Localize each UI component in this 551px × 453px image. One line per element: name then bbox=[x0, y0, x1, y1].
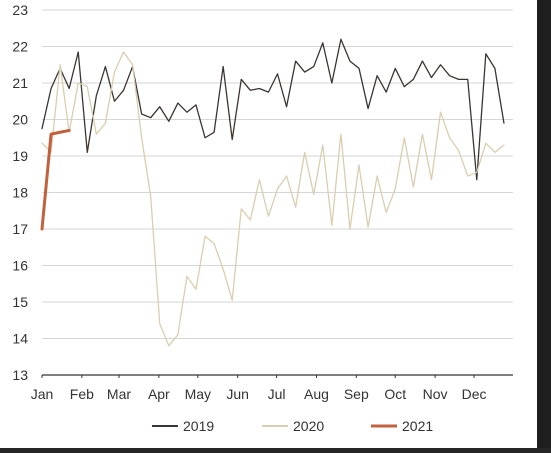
series-2021 bbox=[40, 128, 71, 231]
legend-item-2020: 2020 bbox=[262, 418, 324, 434]
x-tick-label-mar: Mar bbox=[107, 386, 131, 402]
series-line-2019 bbox=[41, 38, 505, 181]
x-tick-label-may: May bbox=[185, 386, 211, 402]
series-line-2021 bbox=[40, 128, 71, 231]
legend-label: 2019 bbox=[183, 418, 214, 434]
y-tick-label: 19 bbox=[12, 148, 28, 164]
x-tick-label-aug: Aug bbox=[304, 386, 329, 402]
x-axis-labels: Jan Feb Mar Apr May Jun Jul Aug Sep Oct Nov Dec bbox=[31, 375, 487, 402]
y-tick-label: 14 bbox=[12, 331, 28, 347]
y-tick-label: 16 bbox=[12, 258, 28, 274]
legend-label: 2020 bbox=[293, 418, 324, 434]
x-tick-label-apr: Apr bbox=[148, 386, 170, 402]
y-tick-label: 23 bbox=[12, 2, 28, 18]
legend-item-2019: 2019 bbox=[152, 418, 214, 434]
y-tick-label: 22 bbox=[12, 39, 28, 55]
x-tick-label-sep: Sep bbox=[344, 386, 369, 402]
x-tick-label-dec: Dec bbox=[462, 386, 487, 402]
y-tick-label: 15 bbox=[12, 294, 28, 310]
y-tick-label: 13 bbox=[12, 367, 28, 383]
legend-label: 2021 bbox=[402, 418, 433, 434]
series-2019 bbox=[41, 38, 505, 181]
bottom-border bbox=[0, 448, 551, 453]
x-tick-label-jun: Jun bbox=[226, 386, 249, 402]
right-border bbox=[537, 0, 551, 453]
chart-frame: 13 14 15 16 17 18 19 20 21 22 23 Jan Feb Mar Apr May Ju… bbox=[0, 0, 537, 448]
series-line-2020 bbox=[41, 51, 505, 347]
y-tick-label: 17 bbox=[12, 221, 28, 237]
x-tick-label-jan: Jan bbox=[31, 386, 54, 402]
x-tick-label-feb: Feb bbox=[70, 386, 94, 402]
series-2020 bbox=[41, 51, 505, 347]
x-tick-label-jul: Jul bbox=[268, 386, 286, 402]
legend: 2019 2020 2021 bbox=[152, 418, 433, 434]
x-tick-label-oct: Oct bbox=[384, 386, 406, 402]
x-tick-label-nov: Nov bbox=[423, 386, 448, 402]
y-tick-label: 20 bbox=[12, 112, 28, 128]
y-tick-label: 21 bbox=[12, 75, 28, 91]
gridlines bbox=[42, 9, 513, 376]
legend-item-2021: 2021 bbox=[371, 418, 433, 434]
y-axis-labels: 13 14 15 16 17 18 19 20 21 22 23 bbox=[12, 2, 28, 383]
series-lines bbox=[40, 38, 505, 347]
y-tick-label: 18 bbox=[12, 185, 28, 201]
